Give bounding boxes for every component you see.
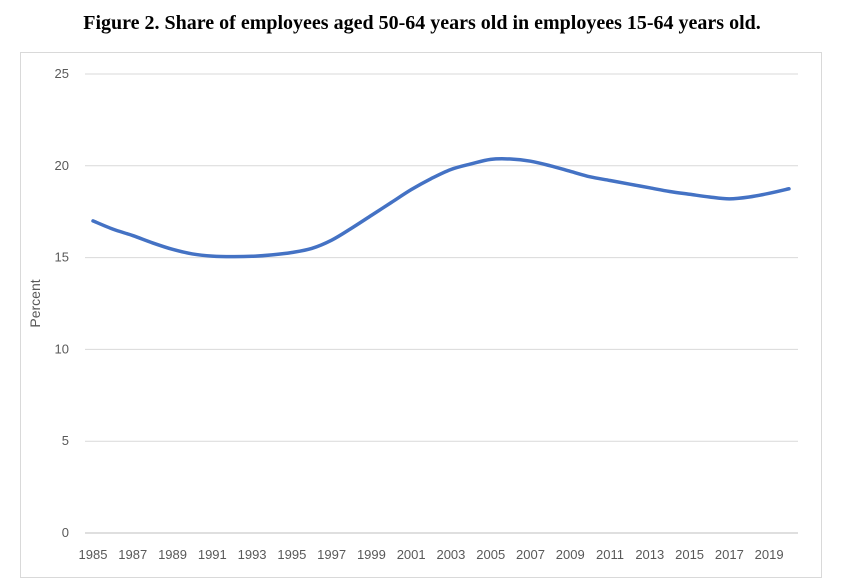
y-tick-label: 25 [55, 66, 69, 81]
series-line-0 [91, 157, 791, 259]
y-tick-label: 5 [62, 433, 69, 448]
x-tick-label: 2019 [755, 547, 784, 562]
x-tick-label: 2007 [516, 547, 545, 562]
x-tick-label: 1985 [79, 547, 108, 562]
x-tick-label: 1987 [118, 547, 147, 562]
x-tick-label: 2017 [715, 547, 744, 562]
y-tick-label: 0 [62, 525, 69, 540]
x-tick-label: 2013 [635, 547, 664, 562]
y-tick-label: 20 [55, 158, 69, 173]
x-tick-labels: 1985 1987 1989 1991 1993 1995 1997 1999 2001 2003… [79, 547, 784, 562]
gridlines [85, 73, 798, 534]
x-tick-label: 2005 [476, 547, 505, 562]
x-tick-label: 1997 [317, 547, 346, 562]
x-tick-label: 1995 [277, 547, 306, 562]
y-tick-labels: 0 5 10 15 20 25 [55, 66, 69, 540]
x-tick-label: 1993 [238, 547, 267, 562]
x-tick-label: 1999 [357, 547, 386, 562]
x-tick-label: 1989 [158, 547, 187, 562]
x-tick-label: 2001 [397, 547, 426, 562]
x-tick-label: 2011 [596, 547, 624, 562]
y-tick-label: 10 [55, 341, 69, 356]
x-tick-label: 2015 [675, 547, 704, 562]
chart-frame [20, 52, 822, 578]
x-tick-label: 1991 [198, 547, 227, 562]
x-tick-label: 2009 [556, 547, 585, 562]
chart-title: Figure 2. Share of employees aged 50-64 … [83, 12, 761, 34]
x-tick-label: 2003 [436, 547, 465, 562]
series-lines [91, 157, 791, 259]
y-axis-label: Percent [27, 279, 43, 327]
y-tick-label: 15 [55, 250, 69, 265]
